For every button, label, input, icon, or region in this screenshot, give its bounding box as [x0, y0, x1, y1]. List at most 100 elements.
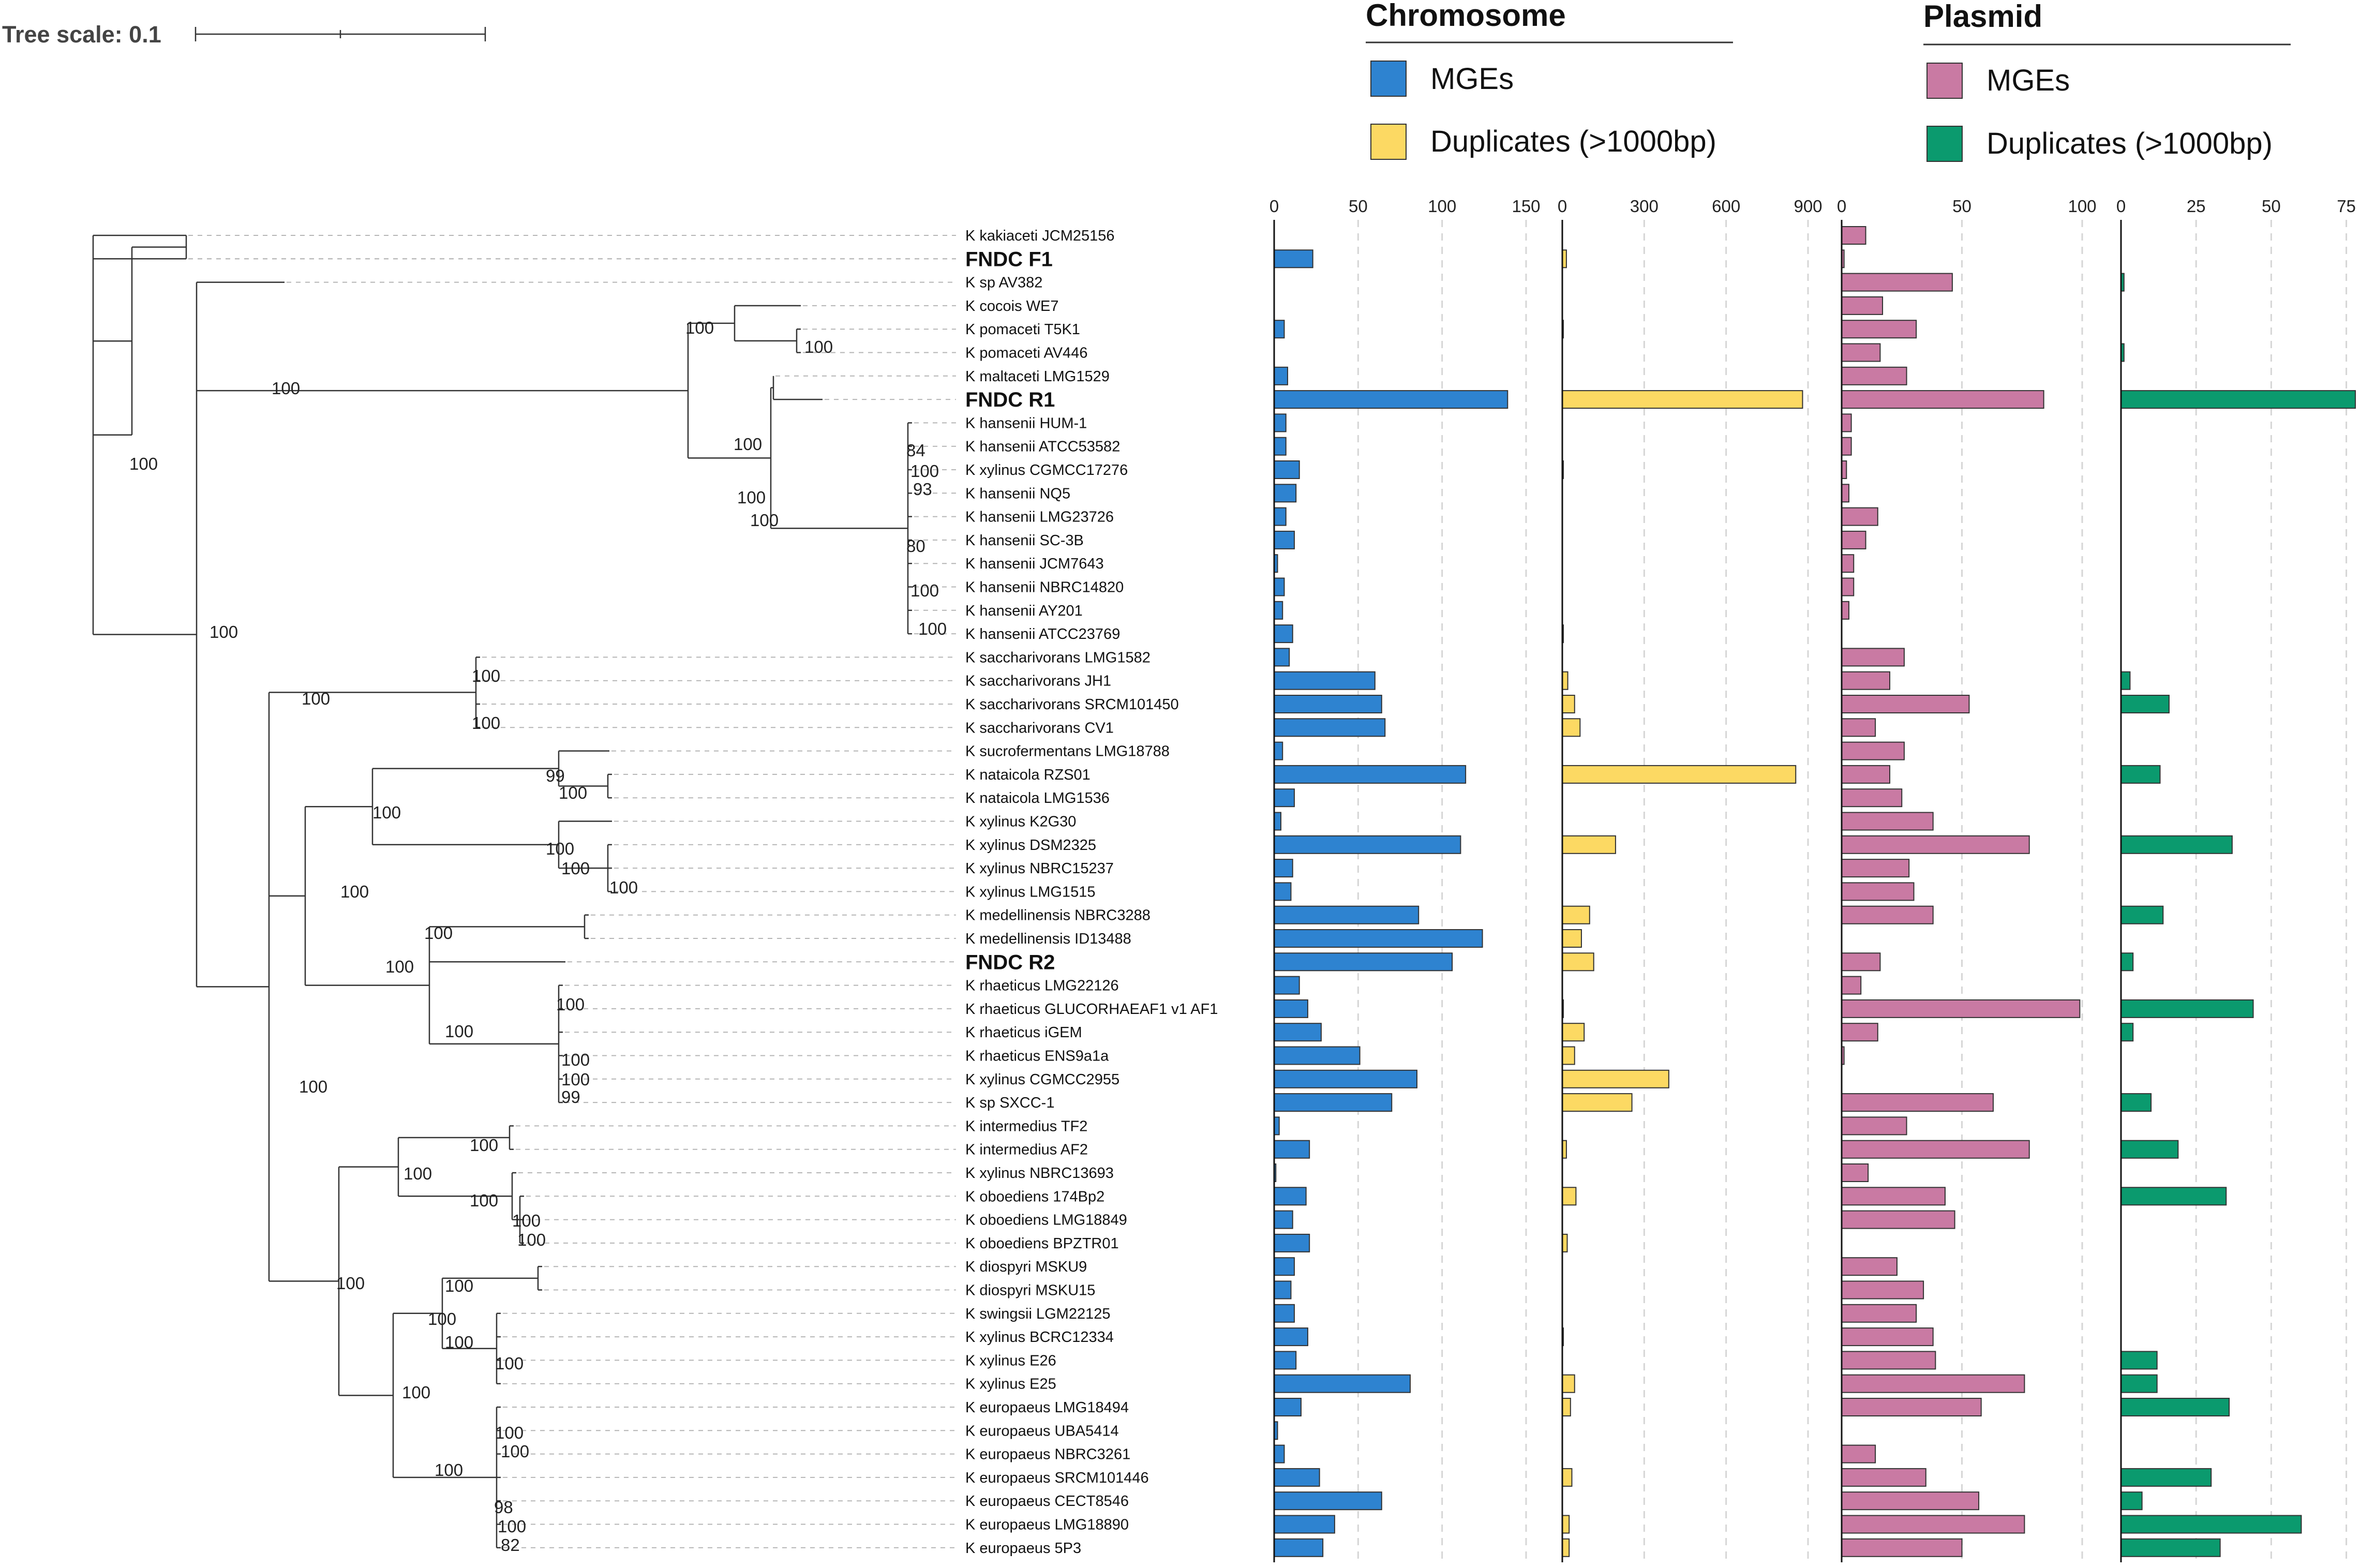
bar	[1274, 366, 1288, 385]
phylogenetic-tree: K kakiaceti JCM25156 FNDC F1 K sp AV382 K c…	[92, 228, 1218, 1557]
bar	[1841, 1327, 1934, 1347]
bar	[1841, 390, 2044, 409]
bar	[1562, 390, 1803, 409]
bootstrap-label: 100	[445, 1022, 473, 1041]
bar-panels: 0 50 100 150 0 300 600 900 0 50 100 0 25 50 75	[1269, 197, 2356, 1562]
bar	[1274, 249, 1313, 268]
bar	[1841, 273, 1953, 292]
legend-plasmid: Plasmid MGEs Duplicates (>1000bp)	[1923, 0, 2291, 162]
bar	[1274, 1515, 1335, 1534]
bar	[1841, 226, 1866, 245]
bootstrap-label: 98	[494, 1498, 513, 1517]
taxon-label: K europaeus 5P3	[965, 1540, 1081, 1557]
bar	[1841, 882, 1915, 901]
bootstrap-label: 100	[910, 461, 939, 481]
bar	[1841, 741, 1905, 760]
bar	[1274, 1046, 1361, 1065]
bar	[1274, 741, 1283, 760]
taxon-label: K diospyri MSKU9	[965, 1259, 1087, 1275]
bar	[1841, 1304, 1917, 1323]
tick-label: 50	[1349, 197, 1368, 216]
bar	[2120, 952, 2134, 972]
bar	[1274, 882, 1292, 901]
bar	[1274, 905, 1420, 924]
tick-label: 150	[1512, 197, 1540, 216]
bar	[1841, 320, 1917, 339]
bar	[2120, 835, 2233, 854]
bar	[2120, 1468, 2212, 1487]
bar	[1841, 1515, 2025, 1534]
taxon-label: K pomaceti AV446	[965, 345, 1087, 362]
taxon-label: K hansenii LMG23726	[965, 509, 1114, 526]
bar	[1274, 671, 1376, 690]
taxon-label: K hansenii NBRC14820	[965, 579, 1124, 596]
taxon-label: K pomaceti T5K1	[965, 321, 1080, 338]
taxon-label: K xylinus E25	[965, 1376, 1056, 1393]
legend-chromosome-mges-label: MGEs	[1430, 62, 1514, 96]
bootstrap-label: 100	[210, 622, 238, 641]
bar	[1562, 1046, 1575, 1065]
legend-chromosome-mges-swatch	[1370, 61, 1407, 97]
taxon-label: K hansenii JCM7643	[965, 556, 1104, 572]
bar	[1274, 507, 1287, 526]
bootstrap-label: 100	[472, 713, 500, 733]
legend-chromosome-duplicates-swatch	[1370, 124, 1407, 160]
bar	[2120, 999, 2254, 1018]
bar	[1274, 788, 1295, 808]
tick-label: 900	[1794, 197, 1822, 216]
bootstrap-label: 100	[428, 1309, 456, 1328]
taxon-label: FNDC F1	[965, 248, 1053, 271]
taxon-label: K xylinus E26	[965, 1352, 1056, 1369]
taxon-label: K nataicola LMG1536	[965, 790, 1110, 807]
bar	[1274, 484, 1297, 503]
taxon-label: K sucrofermentans LMG18788	[965, 743, 1170, 760]
bar	[1274, 1304, 1295, 1323]
bootstrap-label: 100	[737, 488, 766, 507]
bootstrap-label: 93	[913, 480, 932, 499]
taxon-label: K xylinus CGMCC2955	[965, 1071, 1119, 1088]
bootstrap-label: 100	[372, 803, 401, 822]
bar	[1841, 437, 1852, 456]
bar	[1841, 812, 1934, 831]
bar	[2120, 1187, 2227, 1206]
tree-scale-label: Tree scale: 0.1	[2, 21, 161, 48]
bar	[1562, 905, 1590, 924]
bar	[1274, 1023, 1322, 1042]
bar	[1274, 952, 1453, 972]
bootstrap-label: 100	[561, 859, 590, 878]
panel-chromosome-duplicates: 0 300 600 900	[1558, 197, 1823, 1562]
taxon-label: K intermedius TF2	[965, 1118, 1087, 1134]
bar	[1274, 1069, 1417, 1088]
bootstrap-label: 100	[385, 957, 414, 976]
bar	[1562, 1187, 1577, 1206]
bootstrap-label: 100	[512, 1211, 541, 1230]
bar	[1841, 859, 1910, 878]
legend-plasmid-duplicates-swatch	[1926, 126, 1963, 162]
bar	[1841, 1140, 2030, 1159]
bar	[2120, 905, 2164, 924]
bar	[1841, 765, 1890, 784]
bootstrap-label: 100	[501, 1442, 529, 1461]
bootstrap-label: 80	[906, 536, 925, 556]
bar	[1274, 1257, 1295, 1276]
bootstrap-label: 100	[404, 1164, 432, 1183]
bar	[1562, 695, 1575, 713]
bar	[1841, 1257, 1898, 1276]
bar	[1562, 835, 1616, 854]
taxon-label: K oboediens BPZTR01	[965, 1235, 1119, 1252]
bar	[1841, 788, 1903, 808]
legend-chromosome: Chromosome MGEs Duplicates (>1000bp)	[1366, 0, 1733, 160]
tick-label: 0	[1558, 197, 1567, 216]
bootstrap-label: 100	[470, 1191, 498, 1210]
panel-chromosome-mges: 0 50 100 150	[1269, 197, 1541, 1562]
bootstrap-label: 100	[559, 783, 587, 802]
tick-label: 0	[1269, 197, 1279, 216]
bar	[1562, 1069, 1669, 1088]
taxon-label: K oboediens LMG18849	[965, 1212, 1127, 1229]
bar	[1274, 999, 1308, 1018]
taxon-label: K xylinus NBRC13693	[965, 1165, 1114, 1182]
bootstrap-label: 99	[546, 766, 565, 785]
bar	[1274, 1093, 1393, 1112]
legend-plasmid-mges-label: MGEs	[1986, 64, 2070, 97]
taxon-label: K hansenii ATCC23769	[965, 626, 1120, 643]
